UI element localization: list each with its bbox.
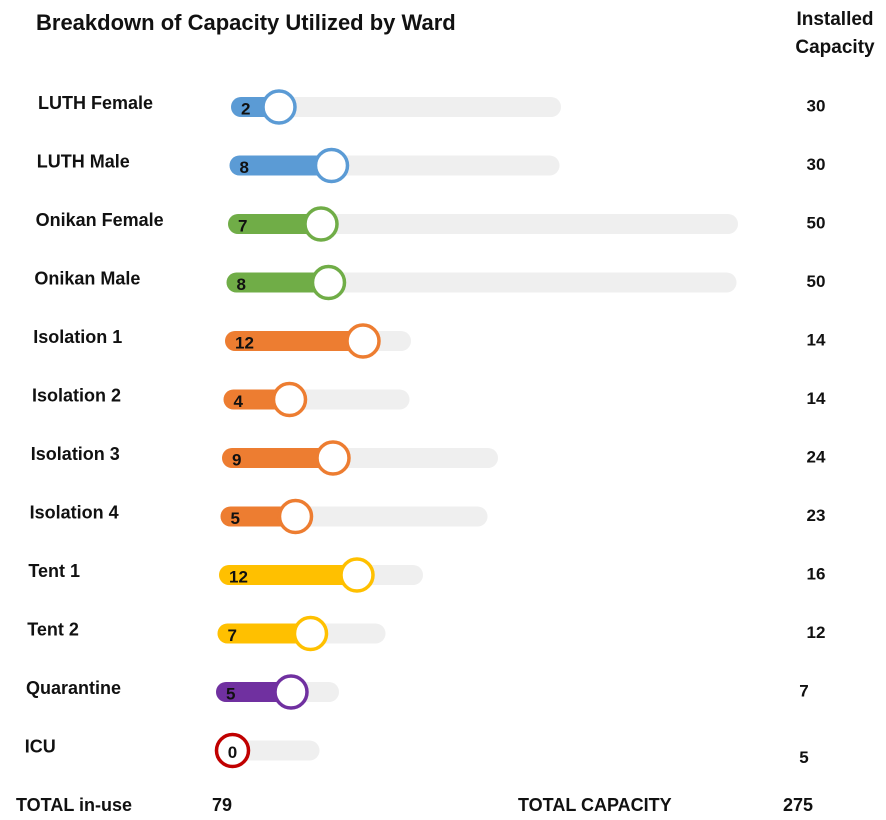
value-label: 9 <box>232 450 241 469</box>
total-capacity: 275 <box>783 795 813 815</box>
usage-knob <box>277 498 314 535</box>
total-in-use-label: TOTAL in-use <box>16 795 132 815</box>
category-label: Onikan Female <box>36 210 164 230</box>
usage-bar <box>217 623 311 644</box>
value-label: 8 <box>237 275 246 294</box>
usage-bar <box>219 565 357 585</box>
capacity-label: 14 <box>807 389 826 408</box>
usage-knob <box>271 381 308 418</box>
category-label: Isolation 3 <box>31 444 120 464</box>
usage-knob <box>261 89 297 125</box>
category-label: Tent 1 <box>28 561 80 581</box>
usage-bar <box>222 448 333 468</box>
capacity-track <box>228 214 738 234</box>
capacity-label: 30 <box>807 155 826 174</box>
usage-bar <box>226 272 329 293</box>
capacity-label: 5 <box>799 748 808 767</box>
capacity-label: 30 <box>807 96 826 115</box>
value-label: 2 <box>241 99 250 118</box>
category-label: Isolation 4 <box>30 502 119 522</box>
usage-knob <box>310 264 347 301</box>
capacity-label: 24 <box>807 447 826 466</box>
category-label: Isolation 1 <box>33 327 122 347</box>
category-label: Quarantine <box>26 678 121 698</box>
capacity-label: 50 <box>807 272 826 291</box>
capacity-label: 16 <box>807 564 826 583</box>
usage-bar <box>228 214 321 234</box>
usage-bar <box>229 155 332 176</box>
total-capacity-label: TOTAL CAPACITY <box>518 795 672 815</box>
usage-knob <box>313 147 350 184</box>
category-label: LUTH Male <box>37 151 130 171</box>
usage-knob <box>339 557 375 593</box>
usage-knob <box>345 323 381 359</box>
chart-title: Breakdown of Capacity Utilized by Ward <box>36 10 456 35</box>
capacity-label: 23 <box>807 506 826 525</box>
value-label: 0 <box>228 743 237 762</box>
usage-knob <box>214 732 251 769</box>
usage-knob <box>303 206 339 242</box>
category-label: Isolation 2 <box>32 385 121 405</box>
usage-knob <box>273 674 309 710</box>
capacity-label: 50 <box>807 213 826 232</box>
category-label: Tent 2 <box>27 619 79 639</box>
value-label: 12 <box>235 333 254 352</box>
capacity-track <box>231 97 561 117</box>
value-label: 12 <box>229 567 248 586</box>
usage-bar <box>220 506 296 527</box>
usage-knob <box>292 615 329 652</box>
value-label: 4 <box>234 392 244 411</box>
category-label: ICU <box>25 736 56 756</box>
usage-bar <box>216 682 291 702</box>
total-in-use: 79 <box>212 795 232 815</box>
value-label: 8 <box>240 158 249 177</box>
capacity-header: Installed Capacity <box>795 9 875 58</box>
value-label: 5 <box>226 684 235 703</box>
value-label: 5 <box>231 509 240 528</box>
category-label: Onikan Male <box>34 268 140 288</box>
capacity-track <box>226 272 737 293</box>
category-label: LUTH Female <box>38 93 153 113</box>
capacity-label: 7 <box>799 681 808 700</box>
value-label: 7 <box>238 216 247 235</box>
value-label: 7 <box>228 626 237 645</box>
capacity-label: 14 <box>807 330 826 349</box>
usage-knob <box>315 440 351 476</box>
capacity-label: 12 <box>807 623 826 642</box>
usage-bar <box>225 331 363 351</box>
